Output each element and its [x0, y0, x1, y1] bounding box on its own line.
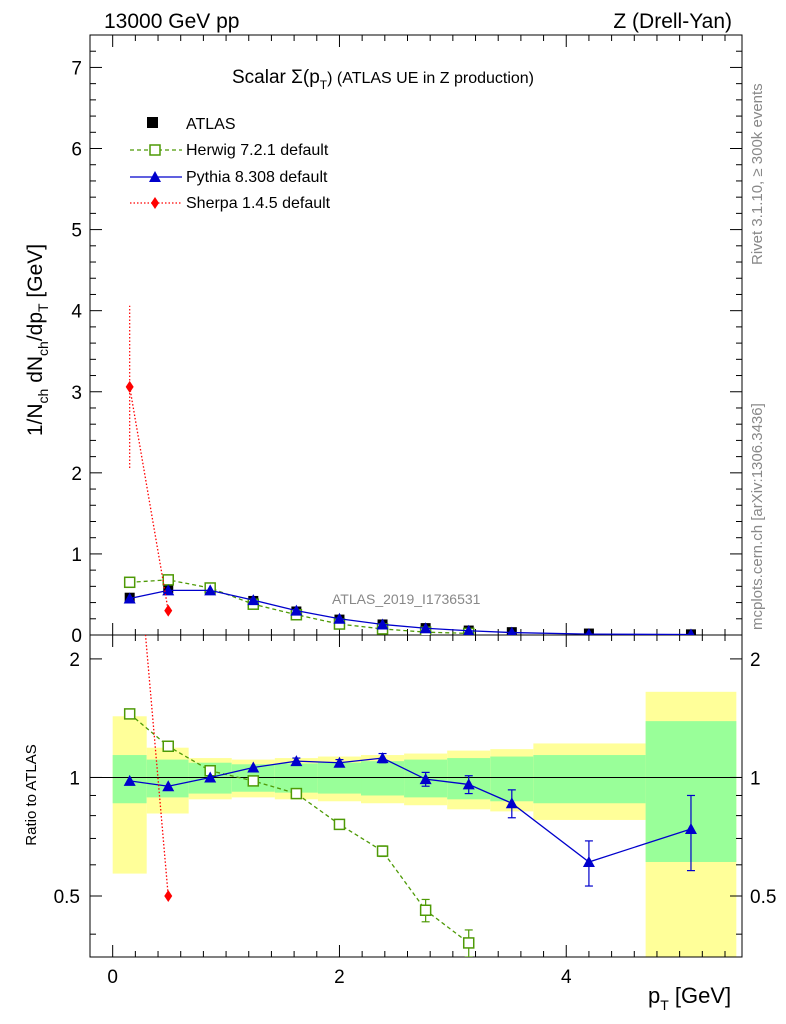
pythia-main-point — [376, 618, 389, 630]
ratio-band-inner — [146, 759, 189, 798]
ratio-tick-label-right: 1 — [750, 768, 761, 789]
main-panel-series — [123, 305, 696, 635]
ratio-tick-label-right: 0.5 — [750, 887, 776, 908]
pythia-main-point — [123, 592, 136, 604]
pythia-ratio-point — [162, 780, 175, 792]
x-tick-label: 0 — [107, 967, 118, 988]
pythia-main-point — [204, 584, 217, 596]
pythia-ratio-line — [129, 757, 692, 863]
herwig-ratio-point — [462, 937, 475, 949]
pythia-main-line — [129, 589, 691, 635]
analysis-label: ATLAS_2019_I1736531 — [332, 591, 481, 607]
ratio-panel-frame — [89, 634, 743, 958]
pythia-ratio-point — [419, 773, 432, 785]
herwig-ratio-point — [419, 904, 432, 917]
pythia-ratio-point — [290, 755, 303, 767]
rivet-version-label: Rivet 3.1.10, ≥ 300k events — [749, 83, 766, 265]
ratio-band-inner — [317, 762, 362, 794]
pythia-main-point — [687, 628, 695, 635]
ratio-tick-label-right: 2 — [750, 650, 761, 671]
herwig-ratio-point — [247, 775, 260, 787]
legend-atlas-marker — [147, 117, 158, 128]
sherpa-main-line — [129, 386, 169, 611]
ratio-uncertainty-bands — [112, 691, 737, 957]
legend-herwig-marker — [149, 144, 161, 156]
ratio-tick-label: 2 — [69, 650, 80, 671]
ratio-axis-label: Ratio to ATLAS — [23, 744, 40, 845]
pythia-main-point — [247, 594, 260, 606]
y-tick-label: 7 — [71, 58, 82, 79]
legend: ATLAS Herwig 7.2.1 default Pythia 8.308 … — [130, 116, 331, 212]
sherpa-main-point — [125, 380, 134, 393]
legend-herwig-label: Herwig 7.2.1 default — [186, 142, 329, 159]
herwig-ratio-point — [376, 845, 389, 857]
ratio-tick-label: 1 — [69, 768, 80, 789]
legend-atlas-label: ATLAS — [186, 116, 236, 133]
sherpa-main-point — [164, 604, 173, 617]
y-tick-label: 1 — [71, 545, 82, 566]
legend-sherpa-label: Sherpa 1.4.5 default — [186, 195, 331, 212]
y-tick-label: 5 — [71, 221, 82, 242]
y-tick-label: 4 — [71, 302, 82, 323]
pythia-main-point — [333, 612, 346, 624]
pythia-main-point — [419, 622, 432, 634]
ratio-tick-label: 0.5 — [54, 887, 80, 908]
pythia-ratio-point — [247, 761, 260, 773]
herwig-ratio-point — [333, 818, 346, 831]
mcplots-label: mcplots.cern.ch [arXiv:1306.3436] — [749, 403, 766, 630]
pythia-main-point — [162, 584, 175, 596]
y-tick-label: 0 — [71, 626, 82, 647]
herwig-ratio-point — [290, 787, 303, 800]
ratio-band-inner — [361, 761, 405, 796]
sherpa-ratio-point — [164, 889, 173, 902]
y-tick-label: 2 — [71, 464, 82, 485]
y-tick-label: 6 — [71, 140, 82, 161]
process-label: Z (Drell-Yan) — [613, 10, 732, 33]
pythia-ratio-point — [505, 797, 518, 809]
legend-pythia-marker — [149, 171, 161, 182]
y-tick-label: 3 — [71, 383, 82, 404]
herwig-ratio-line — [129, 713, 470, 944]
pythia-main-point — [463, 624, 475, 635]
pythia-ratio-point — [462, 778, 475, 790]
x-tick-label: 4 — [561, 967, 572, 988]
pythia-main-point — [507, 626, 517, 635]
pythia-ratio-point — [333, 756, 346, 768]
herwig-ratio-point — [162, 740, 174, 753]
ratio-band-inner — [274, 763, 318, 793]
ratio-panel-series — [123, 635, 697, 957]
herwig-main-point — [123, 576, 136, 589]
herwig-ratio-point — [123, 708, 136, 720]
pythia-ratio-point — [204, 771, 217, 783]
pythia-ratio-point — [582, 855, 595, 867]
x-tick-label: 2 — [334, 967, 345, 988]
energy-label: 13000 GeV pp — [104, 10, 239, 33]
pythia-ratio-point — [684, 822, 697, 834]
pythia-main-point — [585, 628, 593, 635]
herwig-main-point — [162, 574, 174, 586]
legend-pythia-label: Pythia 8.308 default — [186, 169, 328, 186]
legend-sherpa-marker — [151, 197, 159, 209]
x-axis-label: pT [GeV] — [648, 983, 731, 1013]
y-axis-label: 1/Nch dNch/dpT [GeV] — [24, 244, 51, 436]
chart-marks: 0 1 2 3 4 5 6 7 0 2 4 0.5 0.5 1 1 2 2 — [54, 35, 776, 988]
pythia-ratio-point — [123, 774, 136, 786]
pythia-main-point — [290, 604, 303, 616]
ratio-band-inner — [533, 755, 646, 804]
pythia-ratio-point — [376, 752, 389, 764]
plot-title: Scalar Σ(pT) (ATLAS UE in Z production) — [232, 67, 534, 92]
